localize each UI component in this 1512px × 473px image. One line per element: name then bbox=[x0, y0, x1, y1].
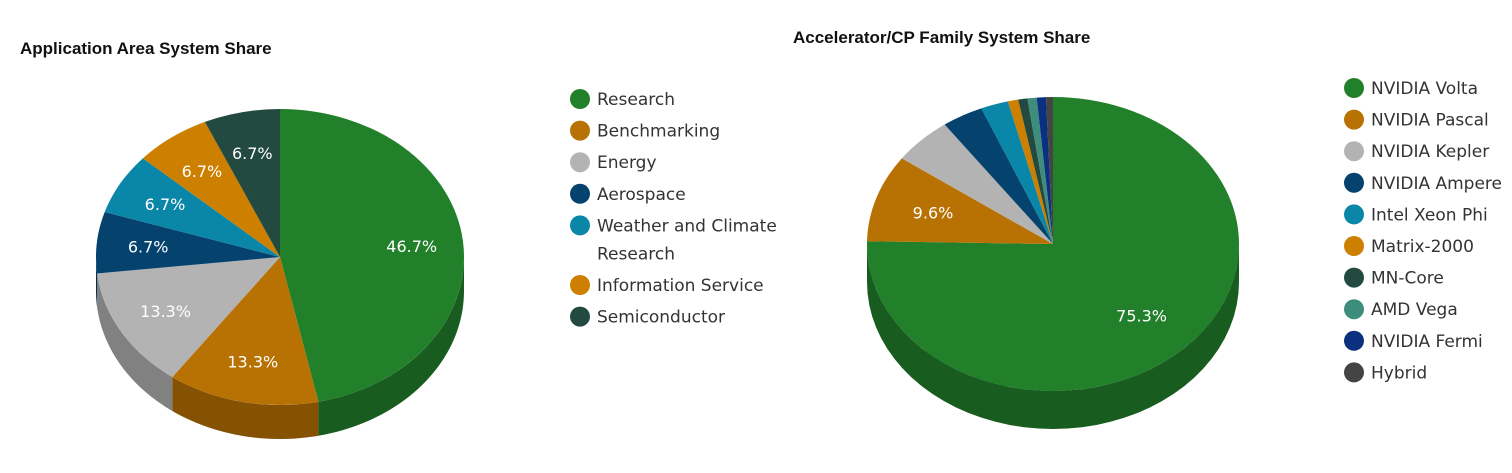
legend-label: Intel Xeon Phi bbox=[1371, 205, 1488, 225]
legend-marker bbox=[570, 215, 590, 236]
pie-slice[interactable] bbox=[981, 101, 1053, 244]
pie-slice[interactable] bbox=[172, 257, 319, 405]
legend-marker bbox=[570, 183, 590, 204]
legend-marker bbox=[1344, 204, 1364, 225]
legend-label: Research bbox=[597, 90, 675, 110]
legend-marker bbox=[570, 120, 590, 141]
legend-marker bbox=[1344, 236, 1364, 256]
pie: 46.7% 13.3% 13.3% 6.7% 6.7% 6.7% 6.7% bbox=[95, 109, 465, 439]
legend-item[interactable]: Aerospace bbox=[570, 183, 686, 205]
legend-label: Matrix-2000 bbox=[1371, 237, 1474, 257]
legend-item[interactable]: Matrix-2000 bbox=[1344, 236, 1474, 257]
legend-label: NVIDIA Fermi bbox=[1371, 332, 1483, 352]
slice-data-label: 6.7% bbox=[145, 195, 186, 214]
legend-item[interactable]: Energy bbox=[570, 152, 657, 173]
slice-data-label: 75.3% bbox=[1116, 306, 1167, 325]
chart-title: Application Area System Share bbox=[20, 39, 272, 58]
legend-marker bbox=[1344, 330, 1364, 351]
legend-item[interactable]: NVIDIA Volta bbox=[1344, 78, 1478, 99]
legend-marker bbox=[570, 89, 590, 109]
legend-item[interactable]: Hybrid bbox=[1344, 362, 1427, 383]
legend-item[interactable]: Intel Xeon Phi bbox=[1344, 204, 1488, 225]
legend: NVIDIA Volta NVIDIA Pascal NVIDIA Kepler NV… bbox=[1344, 78, 1502, 383]
legend-marker bbox=[570, 275, 590, 295]
legend-item[interactable]: NVIDIA Fermi bbox=[1344, 330, 1483, 352]
pie-slice[interactable] bbox=[104, 158, 280, 257]
legend-label: Energy bbox=[597, 153, 657, 173]
legend-item[interactable]: MN-Core bbox=[1344, 267, 1444, 289]
pie-slice[interactable] bbox=[1007, 99, 1053, 244]
pie-slice[interactable] bbox=[204, 109, 280, 257]
legend-item[interactable]: Benchmarking bbox=[570, 120, 720, 142]
pie-slice[interactable] bbox=[97, 257, 280, 378]
pie-slice-side bbox=[172, 377, 319, 439]
legend-item[interactable]: NVIDIA Kepler bbox=[1344, 141, 1489, 162]
legend-label: NVIDIA Volta bbox=[1371, 79, 1478, 99]
legend-marker bbox=[1344, 172, 1364, 193]
legend-item[interactable]: Information Service bbox=[570, 275, 764, 296]
pie-slice[interactable] bbox=[1027, 97, 1053, 244]
pie-slice[interactable] bbox=[1018, 98, 1053, 245]
pie-slice[interactable] bbox=[901, 124, 1053, 244]
pie-slice-side bbox=[867, 244, 1239, 429]
legend-label: NVIDIA Kepler bbox=[1371, 142, 1489, 162]
legend-marker bbox=[570, 306, 590, 327]
legend-label: NVIDIA Ampere bbox=[1371, 174, 1502, 194]
legend-marker bbox=[1344, 267, 1364, 288]
slice-data-label: 46.7% bbox=[386, 237, 437, 256]
legend-marker bbox=[1344, 78, 1364, 98]
legend-item[interactable]: AMD Vega bbox=[1344, 299, 1458, 320]
legend-marker bbox=[1344, 362, 1364, 383]
legend-label: Aerospace bbox=[597, 185, 686, 205]
legend-label: NVIDIA Pascal bbox=[1371, 111, 1489, 131]
legend-item[interactable]: Weather and Climate Research bbox=[570, 215, 777, 264]
legend-label: MN-Core bbox=[1371, 269, 1444, 289]
legend-item[interactable]: NVIDIA Ampere bbox=[1344, 172, 1502, 194]
legend-label: Benchmarking bbox=[597, 122, 720, 142]
slice-data-label: 6.7% bbox=[232, 144, 273, 163]
slice-data-label: 6.7% bbox=[182, 162, 223, 181]
legend: Research Benchmarking Energy Aerospace Weath… bbox=[570, 89, 777, 328]
slice-data-label: 9.6% bbox=[913, 204, 954, 223]
legend-marker bbox=[1344, 299, 1364, 320]
legend-marker bbox=[1344, 109, 1364, 130]
pie: 75.3% 9.6% bbox=[866, 96, 1239, 429]
pie-slice[interactable] bbox=[1036, 97, 1053, 244]
legend-item[interactable]: Research bbox=[570, 89, 675, 110]
legend-label: Research bbox=[597, 244, 675, 264]
slice-data-label: 13.3% bbox=[140, 302, 191, 321]
pie-slice[interactable] bbox=[280, 109, 465, 402]
pie-slice[interactable] bbox=[866, 97, 1239, 392]
legend-label: Information Service bbox=[597, 276, 764, 296]
legend-item[interactable]: Semiconductor bbox=[570, 306, 725, 328]
chart-title: Accelerator/CP Family System Share bbox=[793, 28, 1090, 47]
pie-slice-side bbox=[97, 273, 173, 412]
slice-data-label: 13.3% bbox=[227, 352, 278, 371]
pie-slice[interactable] bbox=[1045, 96, 1053, 244]
pie-slice-side bbox=[318, 257, 464, 436]
legend-label: Hybrid bbox=[1371, 363, 1427, 383]
legend-item[interactable]: NVIDIA Pascal bbox=[1344, 109, 1489, 131]
legend-marker bbox=[1344, 141, 1364, 162]
pie-slice-side bbox=[96, 257, 98, 308]
accelerator-family-chart: Accelerator/CP Family System Share 75.3%… bbox=[793, 28, 1502, 429]
legend-label: AMD Vega bbox=[1371, 300, 1458, 320]
pie-slice[interactable] bbox=[95, 211, 280, 274]
legend-marker bbox=[570, 152, 590, 173]
slice-data-label: 6.7% bbox=[128, 238, 169, 257]
pie-slice[interactable] bbox=[867, 158, 1053, 244]
application-area-chart: Application Area System Share 46.7% 13.3%… bbox=[20, 39, 777, 439]
pie-slice[interactable] bbox=[142, 121, 280, 258]
legend-label: Weather and Climate bbox=[597, 216, 777, 236]
pie-slice[interactable] bbox=[944, 108, 1053, 245]
legend-label: Semiconductor bbox=[597, 308, 725, 328]
